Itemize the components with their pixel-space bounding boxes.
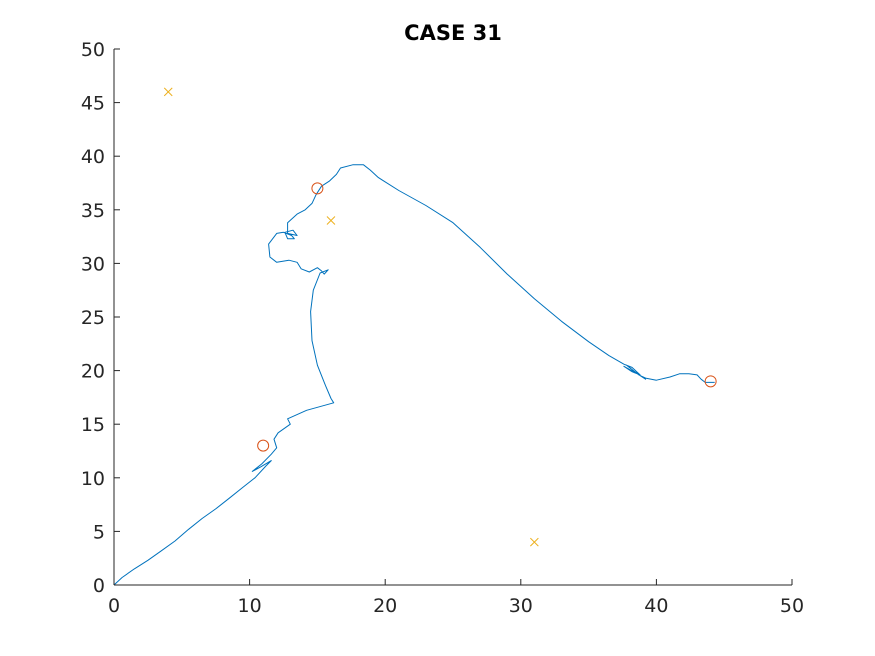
y-tick-label: 20 [81,361,105,383]
y-tick-label: 0 [93,575,105,597]
y-tick-label: 40 [81,146,105,168]
y-tick-label: 35 [81,200,105,222]
circle-marker [704,375,717,388]
cross-marker [326,216,336,225]
y-tick-label: 5 [93,521,105,543]
x-tick-label: 30 [509,595,533,617]
x-tick-label: 50 [780,595,804,617]
y-tick-label: 50 [81,39,105,61]
cross-marker [163,87,173,97]
axes-layer: 0 10 20 30 40 50 0 5 10 15 20 25 30 35 40 45 50 [81,39,804,617]
series-layer [113,87,717,586]
trajectory-line [113,164,715,586]
y-tick-label: 15 [81,414,105,436]
x-tick-label: 20 [373,595,397,617]
x-tick-label: 10 [238,595,262,617]
x-tick-label: 40 [644,595,668,617]
cross-marker [530,537,539,547]
chart-title: CASE 31 [404,21,502,45]
y-tick-label: 30 [81,253,105,275]
y-tick-label: 25 [81,307,105,329]
y-tick-label: 45 [81,93,105,115]
x-tick-label: 0 [108,595,120,617]
circle-marker [257,439,270,452]
circle-marker [311,182,324,195]
y-tick-label: 10 [81,468,105,490]
